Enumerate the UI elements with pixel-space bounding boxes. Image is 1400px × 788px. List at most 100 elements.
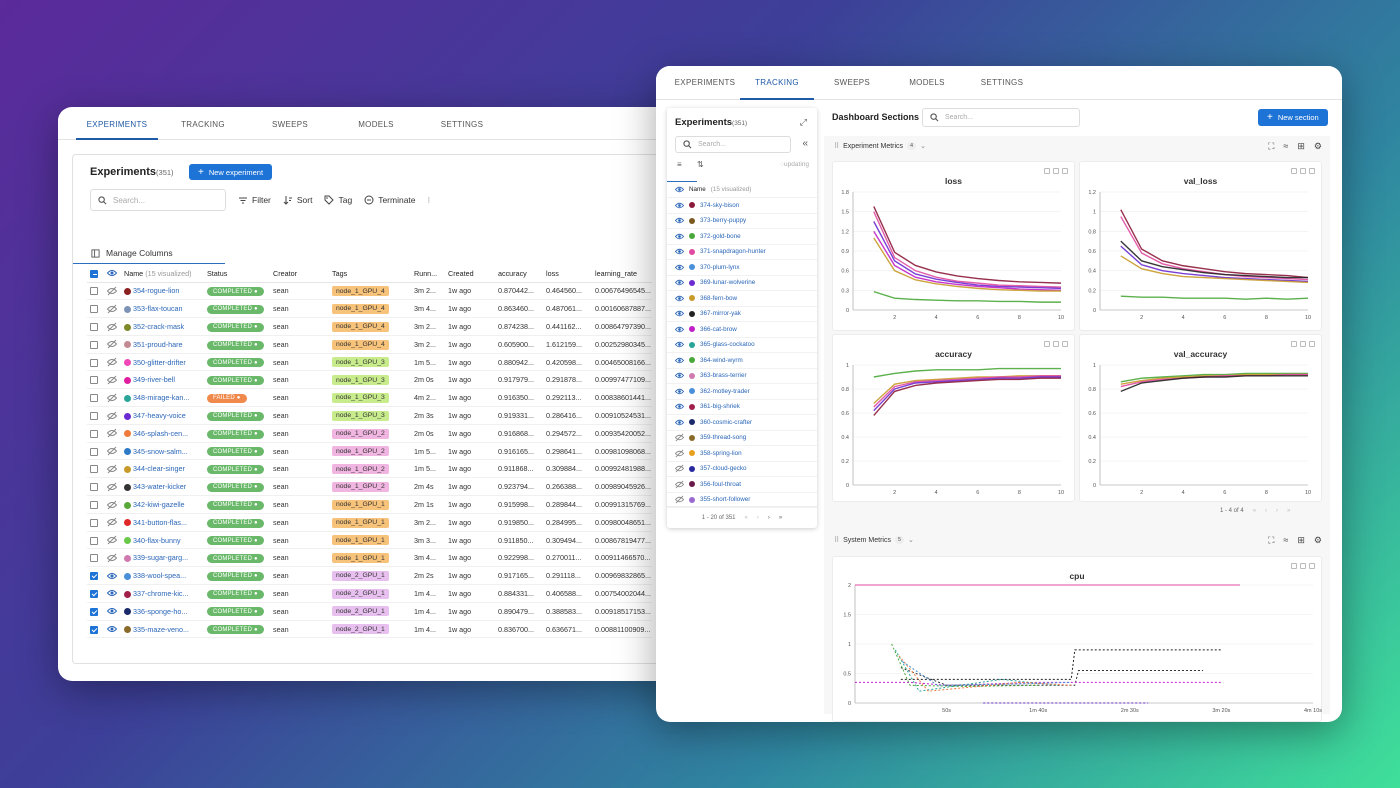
undo-icon[interactable] [1044, 341, 1050, 347]
tag-chip[interactable]: node_2_GPU_1 [332, 606, 389, 617]
tag-chip[interactable]: node_1_GPU_2 [332, 464, 389, 475]
list-item[interactable]: 361-big-shriek [667, 400, 817, 415]
eye-icon[interactable] [675, 263, 684, 272]
add-chart-icon[interactable]: ⊞ [1297, 141, 1305, 151]
tab-models[interactable]: MODELS [358, 120, 394, 129]
tag-chip[interactable]: node_1_GPU_4 [332, 303, 389, 314]
row-checkbox[interactable] [90, 572, 98, 581]
run-color-dot[interactable] [124, 626, 131, 634]
run-color-dot[interactable] [124, 359, 131, 367]
table-row[interactable]: 354-rogue-lion COMPLETED ● sean node_1_GPU_… [87, 282, 652, 301]
row-checkbox[interactable] [90, 447, 98, 456]
run-name-link[interactable]: 338-wool-spea... [133, 571, 187, 581]
list-item[interactable]: 368-fern-bow [667, 291, 817, 307]
run-name-link[interactable]: 349-river-bell [133, 375, 175, 385]
tag-chip[interactable]: node_2_GPU_1 [332, 588, 389, 599]
run-name-link[interactable]: 367-mirror-yak [700, 310, 741, 318]
list-item[interactable]: 356-foul-throat [667, 477, 817, 493]
table-row[interactable]: 345-snow-salm... COMPLETED ● sean node_1_GP… [87, 442, 652, 461]
more-icon[interactable]: ⁝ [427, 194, 431, 205]
run-name-link[interactable]: 361-big-shriek [700, 403, 740, 411]
eye-off-icon[interactable] [106, 339, 118, 349]
tag-chip[interactable]: node_1_GPU_2 [332, 481, 389, 492]
run-color-dot[interactable] [124, 341, 131, 349]
last-page-icon[interactable]: » [1287, 508, 1291, 514]
filter-icon[interactable]: ≡ [677, 160, 682, 169]
table-row[interactable]: 344-clear-singer COMPLETED ● sean node_1_GP… [87, 459, 652, 479]
table-row[interactable]: 346-splash-cen... COMPLETED ● sean node_1_G… [87, 424, 652, 443]
row-checkbox[interactable] [90, 305, 98, 314]
tab-experiments[interactable]: EXPERIMENTS [76, 110, 158, 140]
eye-off-icon[interactable] [106, 411, 118, 421]
sort-button[interactable]: Sort [283, 195, 312, 205]
tab-settings[interactable]: SETTINGS [980, 78, 1024, 87]
run-color-dot[interactable] [124, 448, 131, 456]
tag-chip[interactable]: node_2_GPU_1 [332, 570, 389, 581]
eye-icon[interactable] [675, 402, 684, 411]
run-color-dot[interactable] [124, 483, 131, 491]
col-name[interactable]: Name (15 visualized) [121, 265, 204, 283]
eye-off-icon[interactable] [106, 500, 118, 510]
run-color-dot[interactable] [124, 376, 131, 384]
eye-icon[interactable] [675, 201, 684, 210]
row-checkbox[interactable] [90, 518, 98, 527]
eye-icon[interactable] [675, 418, 684, 427]
run-name-link[interactable]: 373-berry-puppy [700, 217, 747, 225]
undo-icon[interactable] [1291, 563, 1297, 569]
next-page-icon[interactable]: › [1276, 508, 1279, 514]
run-name-link[interactable]: 357-cloud-gecko [700, 465, 747, 473]
tab-sweeps[interactable]: SWEEPS [271, 120, 309, 129]
col-accuracy[interactable]: accuracy [495, 265, 543, 283]
eye-off-icon[interactable] [106, 393, 118, 403]
undo-icon[interactable] [1291, 341, 1297, 347]
row-checkbox[interactable] [90, 536, 98, 545]
tag-chip[interactable]: node_1_GPU_4 [332, 286, 389, 297]
table-row[interactable]: 342-kiwi-gazelle COMPLETED ● sean node_1_GP… [87, 495, 652, 514]
row-checkbox[interactable] [90, 501, 98, 509]
row-checkbox[interactable] [90, 287, 98, 296]
eye-off-icon[interactable] [106, 446, 118, 456]
eye-icon[interactable] [675, 387, 684, 396]
eye-off-icon[interactable] [106, 482, 118, 492]
run-name-link[interactable]: 354-rogue-lion [133, 286, 180, 296]
run-color-dot[interactable] [124, 412, 131, 420]
run-name-link[interactable]: 340-flax-bunny [133, 535, 181, 545]
undo-icon[interactable] [1291, 168, 1297, 174]
eye-off-icon[interactable] [106, 304, 118, 314]
list-item[interactable]: 359-thread-song [667, 431, 817, 446]
col-running[interactable]: Runn... [411, 265, 445, 283]
tab-settings[interactable]: SETTINGS [440, 120, 484, 129]
run-name-link[interactable]: 369-lunar-wolverine [700, 279, 756, 287]
tag-chip[interactable]: node_1_GPU_1 [332, 499, 389, 510]
tag-chip[interactable]: node_1_GPU_2 [332, 428, 389, 439]
table-row[interactable]: 347-heavy-voice COMPLETED ● sean node_1_GPU… [87, 406, 652, 425]
list-item[interactable]: 366-cat-brow [667, 322, 817, 338]
row-checkbox[interactable] [90, 607, 98, 616]
eye-off-icon[interactable] [106, 322, 118, 332]
table-row[interactable]: 352-crack-mask COMPLETED ● sean node_1_GPU_… [87, 317, 652, 336]
new-section-button[interactable]: + New section [1258, 109, 1328, 126]
run-name-link[interactable]: 366-cat-brow [700, 325, 737, 333]
eye-icon[interactable] [106, 624, 118, 634]
fullscreen-icon[interactable]: ⛶ [1268, 141, 1275, 151]
smoothing-icon[interactable]: ≈ [1283, 141, 1289, 151]
expand-icon[interactable] [1062, 168, 1068, 174]
tag-chip[interactable]: node_1_GPU_1 [332, 517, 389, 528]
eye-off-icon[interactable] [106, 464, 118, 474]
expand-icon[interactable] [1309, 168, 1315, 174]
row-checkbox[interactable] [90, 589, 98, 598]
run-name-link[interactable]: 362-motley-trader [700, 387, 750, 395]
row-checkbox[interactable] [90, 429, 98, 438]
run-name-link[interactable]: 343-water-kicker [133, 482, 187, 492]
list-item[interactable]: 360-cosmic-crafter [667, 415, 817, 431]
tag-chip[interactable]: node_2_GPU_1 [332, 624, 389, 635]
manage-columns-button[interactable]: Manage Columns [91, 248, 173, 258]
run-color-dot[interactable] [124, 465, 131, 473]
run-name-link[interactable]: 337-chrome-kic... [133, 588, 189, 598]
col-creator[interactable]: Creator [270, 265, 329, 283]
run-name-link[interactable]: 351-proud-hare [133, 339, 183, 349]
first-page-icon[interactable]: « [1252, 508, 1257, 514]
run-color-dot[interactable] [124, 554, 131, 562]
col-loss[interactable]: loss [543, 265, 592, 283]
row-checkbox[interactable] [90, 483, 98, 492]
